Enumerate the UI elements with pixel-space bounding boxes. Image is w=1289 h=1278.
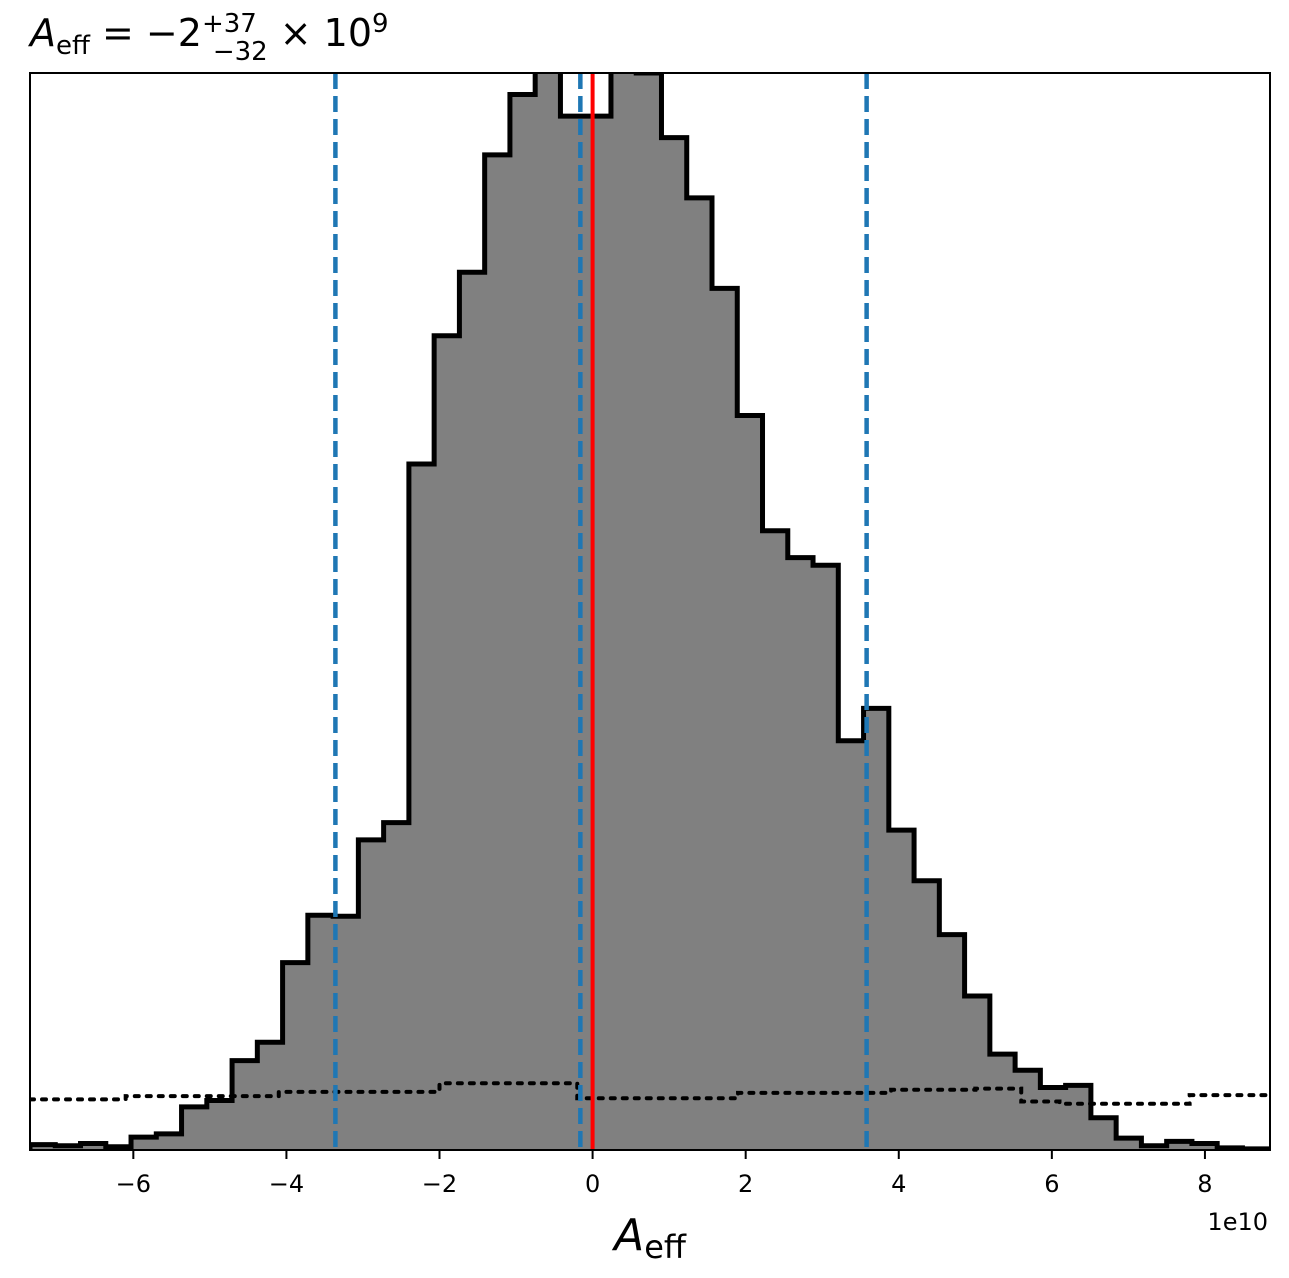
x-tick-label: 4 <box>891 1170 906 1198</box>
histogram-bar <box>131 1137 157 1150</box>
histogram-outline-group <box>30 73 1270 1150</box>
prior-curve-group <box>30 1081 1270 1106</box>
histogram-bar <box>434 335 461 1150</box>
x-tick-label: −4 <box>269 1170 304 1198</box>
histogram-bar <box>535 73 562 1150</box>
histogram-bar <box>888 830 915 1150</box>
title-superscript: +37 <box>202 9 257 39</box>
x-tick-label: 0 <box>585 1170 600 1198</box>
histogram-bar <box>383 822 410 1150</box>
histogram-bar <box>686 197 713 1150</box>
histogram-bar <box>1116 1138 1143 1150</box>
histogram-bar <box>156 1133 183 1150</box>
x-tick-label: −6 <box>116 1170 151 1198</box>
histogram-bar <box>914 880 940 1150</box>
x-tick-label: 2 <box>738 1170 753 1198</box>
x-axis-label-subscript: eff <box>644 1228 687 1266</box>
x-tick-label: 6 <box>1044 1170 1059 1198</box>
histogram-bar <box>1015 1070 1041 1150</box>
histogram-bar <box>838 740 865 1150</box>
x-tick-label: −2 <box>422 1170 457 1198</box>
chart-title: Aeff = −2+37 −32 × 109 <box>27 9 389 67</box>
histogram-bar <box>1090 1117 1117 1150</box>
histogram-bar <box>358 839 385 1150</box>
histogram-bar <box>282 962 309 1150</box>
histogram-bar <box>1166 1141 1193 1150</box>
histogram-bar <box>787 557 814 1150</box>
histogram-bar <box>636 73 663 1150</box>
x-tick-label: 8 <box>1197 1170 1212 1198</box>
histogram-bar <box>484 154 511 1150</box>
histogram-bar <box>989 1054 1016 1150</box>
histogram-bar <box>206 1100 233 1150</box>
histogram-bar <box>307 915 334 1150</box>
histogram-bar <box>232 1060 258 1150</box>
histogram-bar <box>181 1106 208 1150</box>
title-symbol-subscript: eff <box>56 31 91 61</box>
histogram-bar <box>585 116 612 1150</box>
histogram-bar <box>737 415 764 1150</box>
title-symbol: A <box>27 11 56 55</box>
title-subscript: −32 <box>213 37 268 67</box>
histogram-bar <box>939 934 966 1150</box>
histogram-bar <box>1040 1087 1067 1150</box>
x-axis-multiplier: 1e10 <box>1207 1208 1268 1236</box>
plot-frame <box>29 72 1271 1151</box>
histogram-bar <box>30 1144 56 1150</box>
histogram-bar <box>712 288 738 1150</box>
vertical-lines <box>333 73 869 1150</box>
histogram-bar <box>813 565 839 1150</box>
histogram-bar <box>661 137 688 1150</box>
title-equals: = −2 <box>90 11 202 55</box>
histogram-bar <box>408 463 435 1150</box>
title-times: × 10 <box>268 11 372 55</box>
histogram-bar <box>964 995 991 1150</box>
prior-curve <box>30 1081 1270 1106</box>
histogram-bar <box>762 530 789 1150</box>
histogram-bar <box>610 73 637 1150</box>
title-exponent: 9 <box>372 9 389 39</box>
histogram-bar <box>80 1143 107 1150</box>
histogram-bars <box>30 73 1269 1150</box>
histogram-bar <box>509 94 536 1150</box>
histogram-bar <box>1065 1085 1092 1150</box>
x-axis-ticks: −6 −4 −2 0 2 4 6 8 <box>116 1150 1213 1198</box>
x-axis-label: Aeff <box>611 1210 687 1266</box>
histogram-bar <box>459 272 486 1150</box>
histogram-outline <box>30 73 1270 1150</box>
x-axis-label-symbol: A <box>611 1210 644 1261</box>
histogram-bar <box>1191 1143 1218 1150</box>
